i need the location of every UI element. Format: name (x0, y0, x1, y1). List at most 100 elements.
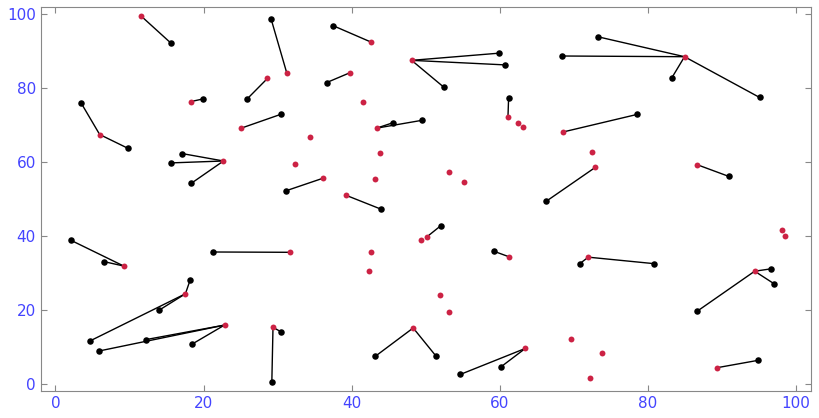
Point (502, 254, 515, 260)
Point (165, 160, 178, 166)
Point (206, 249, 219, 255)
Point (84, 338, 97, 344)
Point (677, 54, 690, 60)
Point (139, 336, 152, 343)
Point (778, 233, 791, 240)
Point (774, 227, 787, 233)
Point (303, 133, 316, 140)
Point (433, 222, 446, 229)
Point (442, 169, 455, 176)
Point (260, 75, 274, 82)
Point (722, 173, 735, 180)
Point (752, 94, 765, 101)
Point (280, 69, 293, 76)
Point (279, 187, 292, 194)
Point (406, 325, 419, 331)
Point (518, 345, 532, 352)
Point (590, 33, 604, 40)
Point (767, 280, 780, 287)
Point (184, 180, 197, 187)
Point (501, 95, 514, 102)
Point (92, 348, 105, 354)
Point (186, 341, 199, 347)
Point (564, 336, 577, 343)
Point (183, 98, 197, 105)
Point (266, 324, 279, 331)
Point (500, 113, 514, 120)
Point (498, 61, 511, 68)
Point (429, 353, 442, 360)
Point (387, 119, 400, 126)
Point (179, 291, 192, 297)
Point (373, 150, 387, 156)
Point (442, 309, 455, 316)
Point (374, 206, 387, 213)
Point (555, 129, 568, 135)
Point (121, 145, 134, 152)
Point (555, 53, 568, 59)
Point (415, 117, 428, 124)
Point (581, 254, 594, 260)
Point (165, 40, 178, 46)
Point (572, 260, 586, 267)
Point (585, 149, 598, 155)
Point (362, 268, 375, 275)
Point (690, 161, 703, 168)
Point (453, 371, 466, 378)
Point (414, 237, 428, 243)
Point (75, 99, 88, 106)
Point (364, 38, 377, 45)
Point (709, 364, 722, 371)
Point (510, 120, 523, 127)
Point (287, 161, 301, 168)
Point (234, 125, 247, 132)
Point (369, 125, 382, 132)
Point (457, 179, 470, 186)
Point (218, 322, 231, 329)
Point (595, 350, 608, 357)
Point (326, 22, 339, 29)
Point (320, 79, 333, 86)
Point (751, 357, 764, 364)
Point (339, 192, 352, 199)
Point (420, 233, 433, 240)
Point (487, 248, 500, 255)
Point (240, 96, 253, 102)
Point (364, 248, 378, 255)
Point (494, 364, 507, 370)
Point (265, 16, 278, 23)
Point (152, 307, 165, 314)
Point (747, 268, 760, 275)
Point (491, 50, 505, 56)
Point (64, 237, 77, 244)
Point (630, 111, 643, 118)
Point (583, 375, 596, 381)
Point (690, 308, 703, 315)
Point (217, 158, 230, 164)
Point (355, 99, 369, 105)
Point (368, 176, 381, 182)
Point (763, 265, 776, 272)
Point (117, 263, 130, 269)
Point (539, 198, 552, 205)
Point (433, 291, 446, 298)
Point (97, 258, 110, 265)
Point (588, 164, 601, 171)
Point (274, 329, 287, 335)
Point (175, 150, 188, 157)
Point (647, 260, 660, 267)
Point (405, 57, 418, 64)
Point (516, 123, 529, 130)
Point (369, 353, 382, 359)
Point (316, 175, 329, 181)
Point (265, 378, 278, 385)
Point (664, 74, 677, 81)
Point (274, 111, 287, 117)
Point (283, 249, 296, 256)
Point (183, 277, 197, 283)
Point (93, 131, 106, 138)
Point (197, 95, 210, 102)
Point (437, 84, 450, 91)
Point (343, 69, 356, 76)
Point (134, 13, 147, 19)
